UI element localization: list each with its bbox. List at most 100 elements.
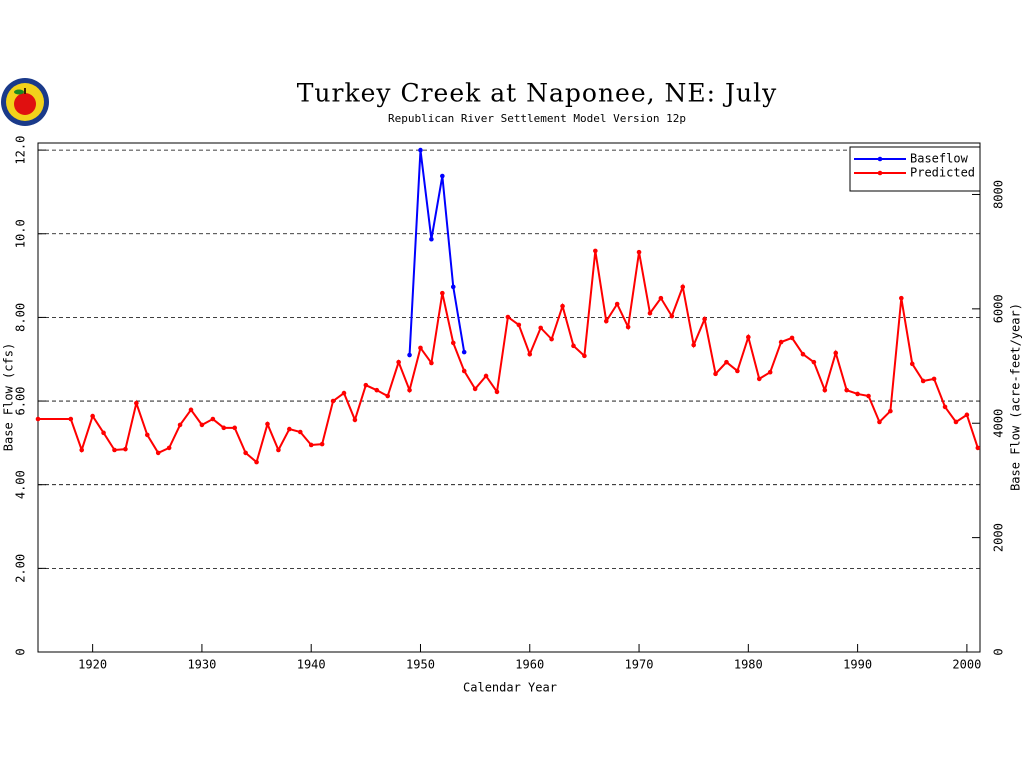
data-point <box>658 295 664 301</box>
data-point <box>713 371 718 377</box>
x-tick-label: 1960 <box>515 658 544 672</box>
data-point <box>603 318 609 324</box>
data-point <box>287 426 292 432</box>
x-tick-label: 1980 <box>734 658 763 672</box>
data-point <box>571 343 576 349</box>
x-tick-label: 1990 <box>843 658 872 672</box>
data-point <box>811 359 817 365</box>
data-point <box>418 147 423 153</box>
data-point <box>352 417 358 423</box>
y2-tick-label: 4000 <box>992 409 1006 438</box>
data-point <box>953 419 959 425</box>
data-point <box>429 360 434 366</box>
y-axis-label: Base Flow (cfs) <box>2 343 16 451</box>
data-point <box>429 236 434 242</box>
data-point <box>724 359 729 365</box>
data-point <box>297 429 303 435</box>
data-point <box>888 408 893 414</box>
chart-title: Turkey Creek at Naponee, NE: July <box>297 79 778 108</box>
data-point <box>920 378 926 384</box>
y2-tick-label: 6000 <box>992 294 1006 323</box>
data-point <box>461 349 467 355</box>
data-point <box>527 351 533 357</box>
data-point <box>636 249 642 255</box>
data-point <box>440 173 445 179</box>
y-tick-label: 4.00 <box>14 470 28 499</box>
y-tick-label: 8.00 <box>14 303 28 332</box>
data-point <box>407 352 412 358</box>
y2-axis-label: Base Flow (acre-feet/year) <box>1009 303 1023 491</box>
data-point <box>90 413 95 419</box>
y-tick-label: 6.00 <box>14 387 28 416</box>
data-point <box>778 339 784 345</box>
data-point <box>756 376 762 382</box>
data-point <box>909 361 915 367</box>
data-point <box>276 447 281 453</box>
data-point <box>483 373 489 379</box>
data-point <box>582 353 587 359</box>
legend-marker <box>877 170 883 176</box>
data-point <box>199 422 205 428</box>
data-point <box>210 416 216 422</box>
data-point <box>942 404 948 410</box>
data-point <box>877 419 882 425</box>
data-point <box>855 391 860 397</box>
x-tick-label: 1930 <box>187 658 216 672</box>
data-point <box>79 447 85 453</box>
data-point <box>450 284 456 290</box>
legend-box <box>849 146 981 192</box>
data-point <box>735 368 740 374</box>
x-tick-label: 2000 <box>952 658 981 672</box>
y2-tick-label: 2000 <box>992 523 1006 552</box>
data-point <box>155 450 161 456</box>
plot-frame <box>37 142 981 653</box>
legend-label: Baseflow <box>910 152 969 166</box>
legend-label: Predicted <box>910 166 975 180</box>
y2-tick-label: 0 <box>992 648 1006 655</box>
data-point <box>341 390 347 396</box>
data-point <box>560 303 565 309</box>
data-point <box>614 301 620 307</box>
y-tick-label: 0 <box>14 648 28 655</box>
data-point <box>330 398 336 404</box>
data-point <box>931 376 937 382</box>
data-point <box>975 445 981 451</box>
data-point <box>647 310 653 316</box>
data-point <box>319 441 325 447</box>
data-point <box>363 382 369 388</box>
data-point <box>680 284 686 290</box>
data-point <box>221 425 227 431</box>
data-point <box>166 445 172 451</box>
data-point <box>396 359 401 365</box>
x-axis-label: Calendar Year <box>463 681 557 695</box>
data-point <box>374 387 380 393</box>
data-point <box>767 369 773 375</box>
y-tick-label: 10.0 <box>14 219 28 248</box>
data-point <box>254 459 259 465</box>
data-point <box>822 387 828 393</box>
series-line <box>38 250 979 464</box>
data-point <box>308 442 314 448</box>
data-point <box>899 295 904 301</box>
data-point <box>385 393 390 399</box>
data-point <box>669 313 675 319</box>
data-point <box>177 422 183 428</box>
y-tick-label: 2.00 <box>14 554 28 583</box>
data-point <box>516 322 522 328</box>
data-point <box>461 368 467 374</box>
data-point <box>866 393 871 399</box>
data-point <box>702 316 707 322</box>
data-point <box>691 342 696 348</box>
data-point <box>265 421 270 427</box>
data-point <box>101 430 106 436</box>
logo <box>1 78 49 126</box>
x-tick-label: 1970 <box>625 658 654 672</box>
data-point <box>789 335 795 341</box>
y-tick-label: 12.0 <box>14 136 28 165</box>
data-point <box>625 324 631 330</box>
data-point <box>35 416 41 422</box>
data-point <box>418 345 423 351</box>
data-point <box>494 389 500 395</box>
